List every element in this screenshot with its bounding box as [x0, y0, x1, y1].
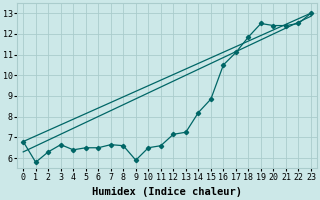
X-axis label: Humidex (Indice chaleur): Humidex (Indice chaleur) [92, 187, 242, 197]
